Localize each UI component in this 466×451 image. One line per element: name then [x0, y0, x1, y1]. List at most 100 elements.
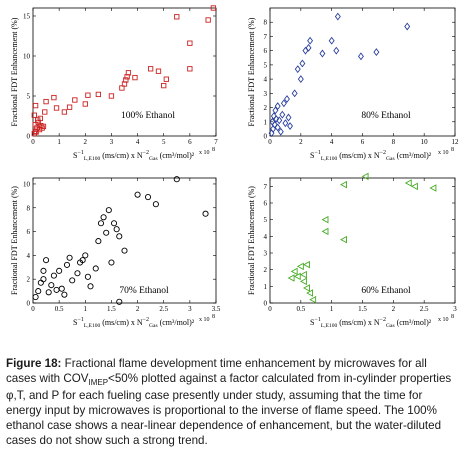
x-tick-label: 2 — [84, 138, 88, 146]
x-tick-label: 6 — [188, 138, 192, 146]
data-point — [51, 94, 57, 101]
panel-3: 0 0.5 1 1.5 2 2.5 3 0 1 2 3 4 5 6 7 Fractional FDT Enha… — [247, 172, 457, 329]
y-tick-label: 8 — [264, 19, 268, 27]
data-point — [92, 265, 99, 272]
x-tick-label: 1 — [84, 305, 88, 313]
data-point — [132, 74, 138, 81]
x-tick-label: 2.5 — [420, 305, 429, 313]
data-point — [187, 40, 193, 46]
data-point — [361, 172, 369, 181]
y-tick-label: 1 — [264, 118, 268, 126]
data-point — [72, 97, 78, 103]
data-point — [108, 93, 115, 99]
x-scale-factor: x 10 — [199, 150, 210, 156]
x-scale-factor: x 10 — [438, 317, 449, 323]
x-scale-factor: x 10 — [199, 317, 210, 323]
data-point — [404, 179, 412, 187]
caption-text-1: Fractional flame development time enhanc… — [6, 357, 427, 386]
data-point — [373, 48, 380, 57]
y-tick-label: 6 — [264, 200, 268, 208]
data-point — [404, 22, 411, 31]
data-point — [97, 220, 105, 227]
series-label: 80% Ethanol — [361, 111, 411, 121]
data-point — [116, 233, 123, 240]
data-point — [279, 110, 286, 119]
data-point — [31, 112, 37, 118]
data-point — [297, 75, 304, 84]
data-point — [147, 66, 154, 72]
data-point — [48, 282, 55, 289]
y-tick-label: 0 — [27, 133, 31, 141]
figure-caption: Figure 18: Fractional flame development … — [6, 356, 460, 449]
data-point — [144, 193, 152, 201]
x-axis-label-part: (cm³/mol)² — [395, 151, 432, 160]
data-point — [37, 279, 44, 286]
y-axis-label: Fractional FDT Enhancement (%) — [247, 17, 256, 126]
data-point — [87, 283, 94, 290]
x-scale-exponent: 8 — [212, 314, 215, 320]
data-point — [321, 227, 329, 236]
x-tick-label: 8 — [392, 138, 396, 146]
data-point — [66, 104, 73, 110]
x-tick-label: 1.5 — [358, 305, 367, 313]
data-point — [173, 176, 180, 183]
x-tick-label: 1.5 — [107, 305, 116, 313]
data-point — [296, 262, 304, 271]
data-point — [299, 270, 307, 279]
x-axis-label: S−1L,E100 (ms/cm) x N−2Gas (cm³/mol)² — [73, 317, 195, 329]
caption-label: Figure 18: — [6, 357, 62, 370]
data-point — [269, 117, 276, 126]
x-tick-label: 3 — [188, 305, 192, 313]
data-point — [45, 289, 52, 296]
y-tick-label: 7 — [264, 183, 268, 191]
x-tick-label: 2 — [136, 305, 140, 313]
y-tick-label: 4 — [264, 233, 268, 241]
data-point — [340, 180, 347, 189]
y-tick-label: 5 — [27, 93, 31, 101]
data-point — [33, 129, 39, 135]
y-axis-label: Fractional FDT Enhancement (%) — [10, 17, 19, 126]
data-point — [155, 68, 162, 74]
x-axis-label-part: (ms/cm) x N — [100, 151, 143, 160]
x-axis-label-part: −1 — [77, 150, 83, 156]
data-point — [40, 276, 47, 283]
data-point — [58, 285, 65, 292]
data-point — [74, 270, 81, 277]
data-point — [32, 128, 39, 134]
x-tick-label: 2 — [392, 305, 396, 313]
data-point — [205, 17, 211, 23]
x-scale-exponent: 8 — [212, 147, 215, 153]
x-tick-label: 10 — [421, 138, 429, 146]
data-point — [37, 115, 43, 122]
x-axis-label-part: (ms/cm) x N — [337, 318, 380, 327]
data-point — [40, 123, 47, 130]
data-point — [61, 291, 68, 298]
data-point — [210, 5, 217, 11]
data-point — [84, 273, 91, 280]
x-tick-label: 2 — [299, 138, 303, 146]
data-point — [294, 65, 301, 74]
y-tick-label: 2 — [27, 276, 31, 284]
data-point — [276, 116, 283, 125]
data-point — [121, 247, 128, 254]
y-tick-label: 6 — [264, 47, 268, 55]
x-axis-label-part: L,E100 — [321, 156, 338, 162]
caption-text-2: <50% plotted against a factor calculated… — [6, 372, 452, 448]
axes-frame — [32, 177, 217, 304]
y-tick-label: 10 — [23, 180, 31, 188]
data-point — [299, 277, 307, 286]
data-point — [39, 125, 45, 131]
x-scale-factor: x 10 — [438, 150, 449, 156]
x-tick-label: 0 — [31, 138, 35, 146]
data-point — [270, 112, 277, 121]
data-point — [303, 284, 310, 292]
data-point — [290, 267, 298, 276]
y-axis-label: Fractional FDT Enhancement (%) — [10, 186, 19, 295]
data-point — [163, 76, 169, 82]
x-axis-label-part: S — [73, 151, 77, 160]
data-point — [43, 257, 50, 264]
x-axis-label-part: L,E100 — [84, 323, 101, 329]
x-tick-label: 7 — [214, 138, 218, 146]
data-point — [280, 99, 287, 108]
